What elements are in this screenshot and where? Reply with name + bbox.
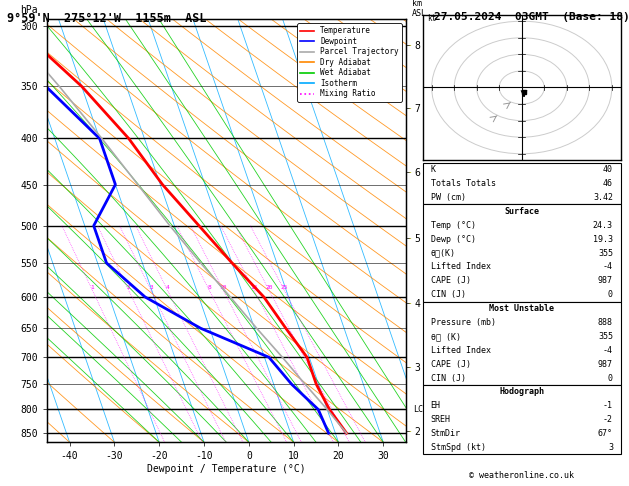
- Text: km
ASL: km ASL: [412, 0, 427, 18]
- Text: -: -: [409, 300, 411, 306]
- Text: 355: 355: [598, 248, 613, 258]
- Text: CAPE (J): CAPE (J): [431, 277, 470, 285]
- Text: -: -: [409, 364, 411, 370]
- Text: Dewp (°C): Dewp (°C): [431, 235, 476, 243]
- Text: 987: 987: [598, 360, 613, 369]
- Text: Pressure (mb): Pressure (mb): [431, 318, 496, 327]
- Text: 9°59'N  275°12'W  1155m  ASL: 9°59'N 275°12'W 1155m ASL: [7, 12, 207, 25]
- Text: 20: 20: [265, 285, 273, 291]
- Text: -: -: [409, 42, 411, 48]
- Text: 24.3: 24.3: [593, 221, 613, 230]
- Bar: [423, 205, 621, 302]
- Text: CAPE (J): CAPE (J): [431, 360, 470, 369]
- Text: 3: 3: [149, 285, 153, 291]
- Y-axis label: Mixing Ratio (g/kg): Mixing Ratio (g/kg): [425, 180, 434, 282]
- Text: CIN (J): CIN (J): [431, 374, 465, 382]
- Text: Totals Totals: Totals Totals: [431, 179, 496, 188]
- Text: Lifted Index: Lifted Index: [431, 346, 491, 355]
- Text: LCL: LCL: [413, 405, 428, 414]
- Text: 888: 888: [598, 318, 613, 327]
- Text: 46: 46: [603, 179, 613, 188]
- Text: 3.42: 3.42: [593, 193, 613, 202]
- Bar: [423, 163, 621, 205]
- Text: 355: 355: [598, 332, 613, 341]
- Text: 25: 25: [281, 285, 288, 291]
- Text: © weatheronline.co.uk: © weatheronline.co.uk: [469, 471, 574, 480]
- Text: StmSpd (kt): StmSpd (kt): [431, 443, 486, 452]
- Text: K: K: [431, 165, 436, 174]
- Text: StmDir: StmDir: [431, 429, 460, 438]
- Text: Lifted Index: Lifted Index: [431, 262, 491, 272]
- Text: -2: -2: [603, 415, 613, 424]
- Text: θᴄ (K): θᴄ (K): [431, 332, 460, 341]
- Text: Surface: Surface: [504, 207, 539, 216]
- Text: kt: kt: [427, 14, 437, 23]
- Text: 1: 1: [91, 285, 94, 291]
- Text: 0: 0: [608, 290, 613, 299]
- Text: 67°: 67°: [598, 429, 613, 438]
- Text: -4: -4: [603, 262, 613, 272]
- Text: -: -: [409, 105, 411, 111]
- Text: Hodograph: Hodograph: [499, 387, 544, 397]
- Text: 2: 2: [127, 285, 131, 291]
- Text: PW (cm): PW (cm): [431, 193, 465, 202]
- Text: hPa: hPa: [20, 5, 38, 15]
- Text: -: -: [409, 428, 411, 434]
- Text: 27.05.2024  03GMT  (Base: 18): 27.05.2024 03GMT (Base: 18): [434, 12, 629, 22]
- Text: 10: 10: [220, 285, 227, 291]
- Text: Temp (°C): Temp (°C): [431, 221, 476, 230]
- Text: 987: 987: [598, 277, 613, 285]
- Text: CIN (J): CIN (J): [431, 290, 465, 299]
- Text: Most Unstable: Most Unstable: [489, 304, 554, 313]
- Text: 40: 40: [603, 165, 613, 174]
- Text: θᴄ(K): θᴄ(K): [431, 248, 455, 258]
- Text: EH: EH: [431, 401, 440, 410]
- Bar: [423, 385, 621, 454]
- Text: -4: -4: [603, 346, 613, 355]
- Bar: [423, 302, 621, 385]
- Legend: Temperature, Dewpoint, Parcel Trajectory, Dry Adiabat, Wet Adiabat, Isotherm, Mi: Temperature, Dewpoint, Parcel Trajectory…: [298, 23, 402, 102]
- Text: 19.3: 19.3: [593, 235, 613, 243]
- Text: 16: 16: [250, 285, 258, 291]
- Text: 0: 0: [608, 374, 613, 382]
- Text: -: -: [409, 235, 411, 241]
- X-axis label: Dewpoint / Temperature (°C): Dewpoint / Temperature (°C): [147, 464, 306, 474]
- Text: 4: 4: [165, 285, 169, 291]
- Text: 3: 3: [608, 443, 613, 452]
- Text: -: -: [409, 169, 411, 175]
- Text: -1: -1: [603, 401, 613, 410]
- Text: SREH: SREH: [431, 415, 450, 424]
- Text: 8: 8: [208, 285, 211, 291]
